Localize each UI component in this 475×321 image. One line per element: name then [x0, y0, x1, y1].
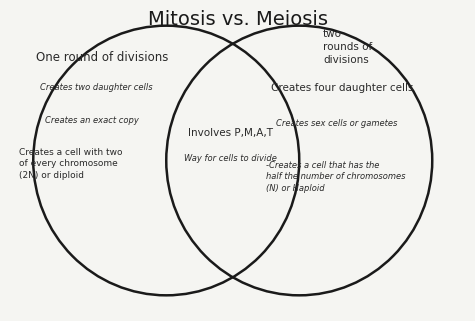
Text: Creates an exact copy: Creates an exact copy — [45, 116, 139, 125]
Text: Mitosis vs. Meiosis: Mitosis vs. Meiosis — [148, 10, 327, 29]
Text: Creates two daughter cells: Creates two daughter cells — [40, 83, 153, 92]
Text: -Creates a cell that has the
half the number of chromosomes
(N) or Haploid: -Creates a cell that has the half the nu… — [266, 160, 406, 193]
Text: Way for cells to divide: Way for cells to divide — [184, 154, 277, 163]
Text: two
rounds of
divisions: two rounds of divisions — [323, 29, 372, 65]
Text: Creates sex cells or gametes: Creates sex cells or gametes — [276, 119, 397, 128]
Text: One round of divisions: One round of divisions — [36, 51, 168, 64]
Text: Creates a cell with two
of every chromosome
(2N) or diploid: Creates a cell with two of every chromos… — [19, 148, 123, 180]
Text: Involves P,M,A,T: Involves P,M,A,T — [188, 128, 273, 138]
Text: Creates four daughter cells: Creates four daughter cells — [271, 83, 413, 93]
